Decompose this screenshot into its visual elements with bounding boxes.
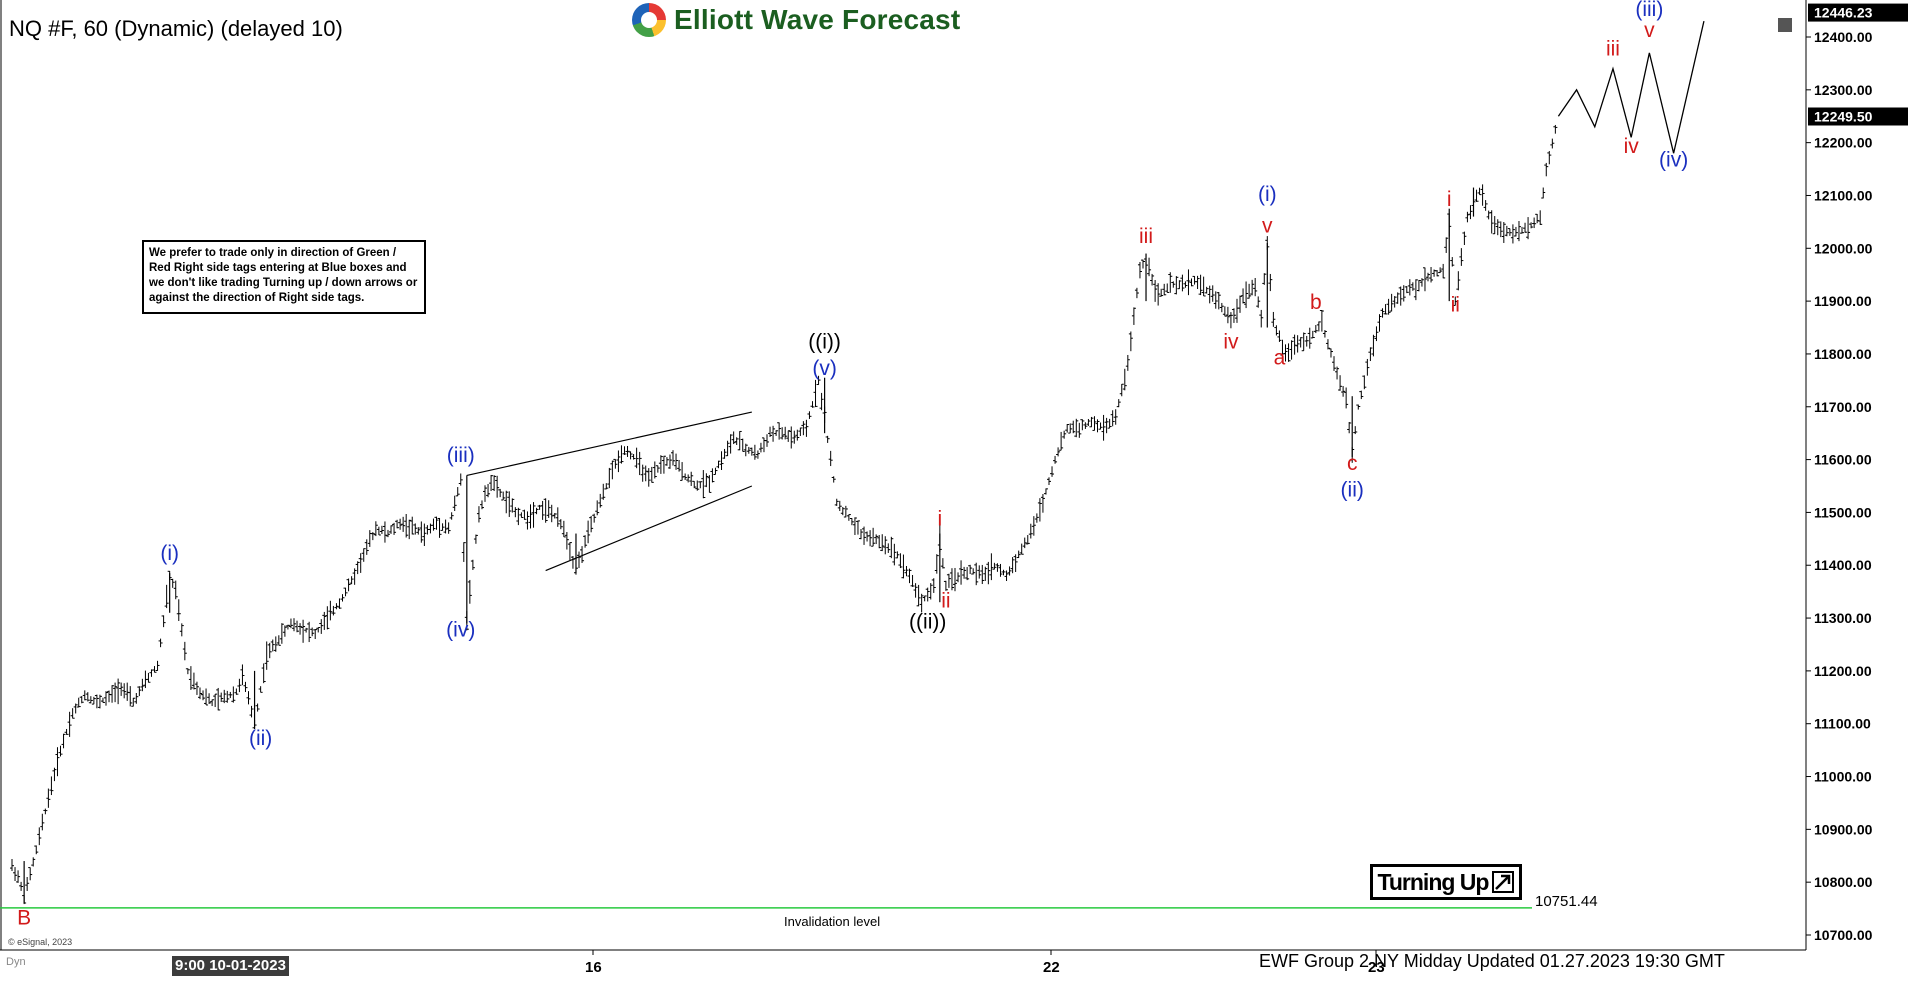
price-tag-label: 12249.50 — [1814, 108, 1873, 124]
triangle-line-1 — [466, 411, 752, 477]
wave-label: v — [1644, 19, 1655, 42]
price-tick-label: 11000.00 — [1814, 769, 1872, 785]
dyn-label[interactable]: Dyn — [6, 956, 26, 968]
turning-up-badge: Turning Up — [1370, 864, 1522, 900]
invalidation-label: Invalidation level — [784, 914, 880, 929]
wave-label: ii — [941, 589, 950, 612]
price-tick-label: 11400.00 — [1814, 557, 1872, 573]
wave-label: (iii) — [1635, 0, 1663, 21]
price-tick-label: 10800.00 — [1814, 874, 1873, 890]
price-tick-label: 12100.00 — [1814, 187, 1873, 203]
trading-note: We prefer to trade only in direction of … — [142, 240, 426, 314]
wave-label: (v) — [812, 357, 837, 380]
price-tick-label: 11700.00 — [1814, 399, 1872, 415]
wave-label: iv — [1624, 135, 1640, 158]
price-axis: 10700.00 10800.00 10900.00 11000.00 11100.00… — [0, 0, 1908, 950]
time-tick-label: 23 — [1368, 959, 1385, 976]
logo-text: Elliott Wave Forecast — [674, 4, 961, 35]
cursor-date-tag: 9:00 10-01-2023 — [172, 956, 289, 976]
wave-label: iii — [1606, 37, 1620, 60]
projection-line — [1557, 21, 1705, 154]
chart-title: NQ #F, 60 (Dynamic) (delayed 10) — [9, 16, 343, 41]
wave-label: (ii) — [249, 727, 272, 750]
wave-label: (i) — [160, 542, 179, 565]
wave-label: (ii) — [1341, 479, 1364, 502]
price-tick-label: 11500.00 — [1814, 504, 1872, 520]
wave-label: ((i)) — [808, 331, 841, 354]
triangle-layer — [466, 411, 753, 572]
wave-label: b — [1310, 291, 1322, 314]
wave-labels-layer: B(i)(ii)(iii)(iv)((i))(v)((ii))iiiiiiiv(… — [17, 0, 1688, 929]
wave-label: a — [1274, 347, 1286, 370]
price-tick-label: 11900.00 — [1814, 293, 1872, 309]
invalidation-layer: Invalidation level 10751.44 — [0, 893, 1598, 929]
price-tag-box — [1808, 3, 1908, 22]
price-tick-label: 11800.00 — [1814, 346, 1872, 362]
price-tick-label: 11200.00 — [1814, 663, 1872, 679]
wave-label: v — [1262, 214, 1273, 237]
price-tag-box — [1808, 107, 1908, 126]
wave-label: c — [1347, 452, 1358, 475]
price-tick-label: 12200.00 — [1814, 135, 1873, 151]
price-tick-label: 10700.00 — [1814, 927, 1873, 943]
arrow-up-right-icon — [1492, 871, 1515, 893]
price-tick-label: 12300.00 — [1814, 82, 1873, 98]
triangle-line-2 — [545, 485, 753, 572]
price-tag-label: 12446.23 — [1814, 5, 1873, 21]
wave-label: (iv) — [1659, 148, 1688, 171]
brand-logo: Elliott Wave Forecast — [628, 2, 967, 38]
wave-label: iv — [1223, 331, 1239, 354]
price-tick-label: 11100.00 — [1814, 716, 1871, 732]
logo-icon — [632, 3, 666, 37]
wave-label: ((ii)) — [909, 611, 946, 634]
projection-layer — [1557, 21, 1705, 154]
wave-label: i — [1447, 188, 1452, 211]
wave-label: iii — [1139, 225, 1153, 248]
wave-label: (iii) — [447, 444, 475, 467]
copyright: © eSignal, 2023 — [8, 937, 73, 947]
restore-window-icon[interactable] — [1778, 18, 1792, 32]
wave-label: (iv) — [446, 619, 475, 642]
time-tick-label: 22 — [1043, 959, 1060, 976]
time-axis: 16 22 23 — [0, 949, 1806, 976]
price-tick-label: 10900.00 — [1814, 821, 1873, 837]
time-tick-label: 16 — [585, 959, 602, 976]
turning-up-label: Turning Up — [1377, 868, 1490, 895]
update-footer: EWF Group 2 NY Midday Updated 01.27.2023… — [1259, 951, 1725, 971]
candles-layer — [10, 124, 1558, 905]
price-tick-label: 11300.00 — [1814, 610, 1872, 626]
price-tick-label: 12400.00 — [1814, 29, 1873, 45]
wave-label: (i) — [1258, 183, 1277, 206]
invalidation-value: 10751.44 — [1535, 893, 1598, 910]
price-tick-label: 12000.00 — [1814, 240, 1873, 256]
wave-label: ii — [1451, 294, 1460, 317]
price-tick-label: 11600.00 — [1814, 452, 1872, 468]
wave-label: i — [937, 508, 942, 531]
wave-label: B — [17, 906, 31, 929]
